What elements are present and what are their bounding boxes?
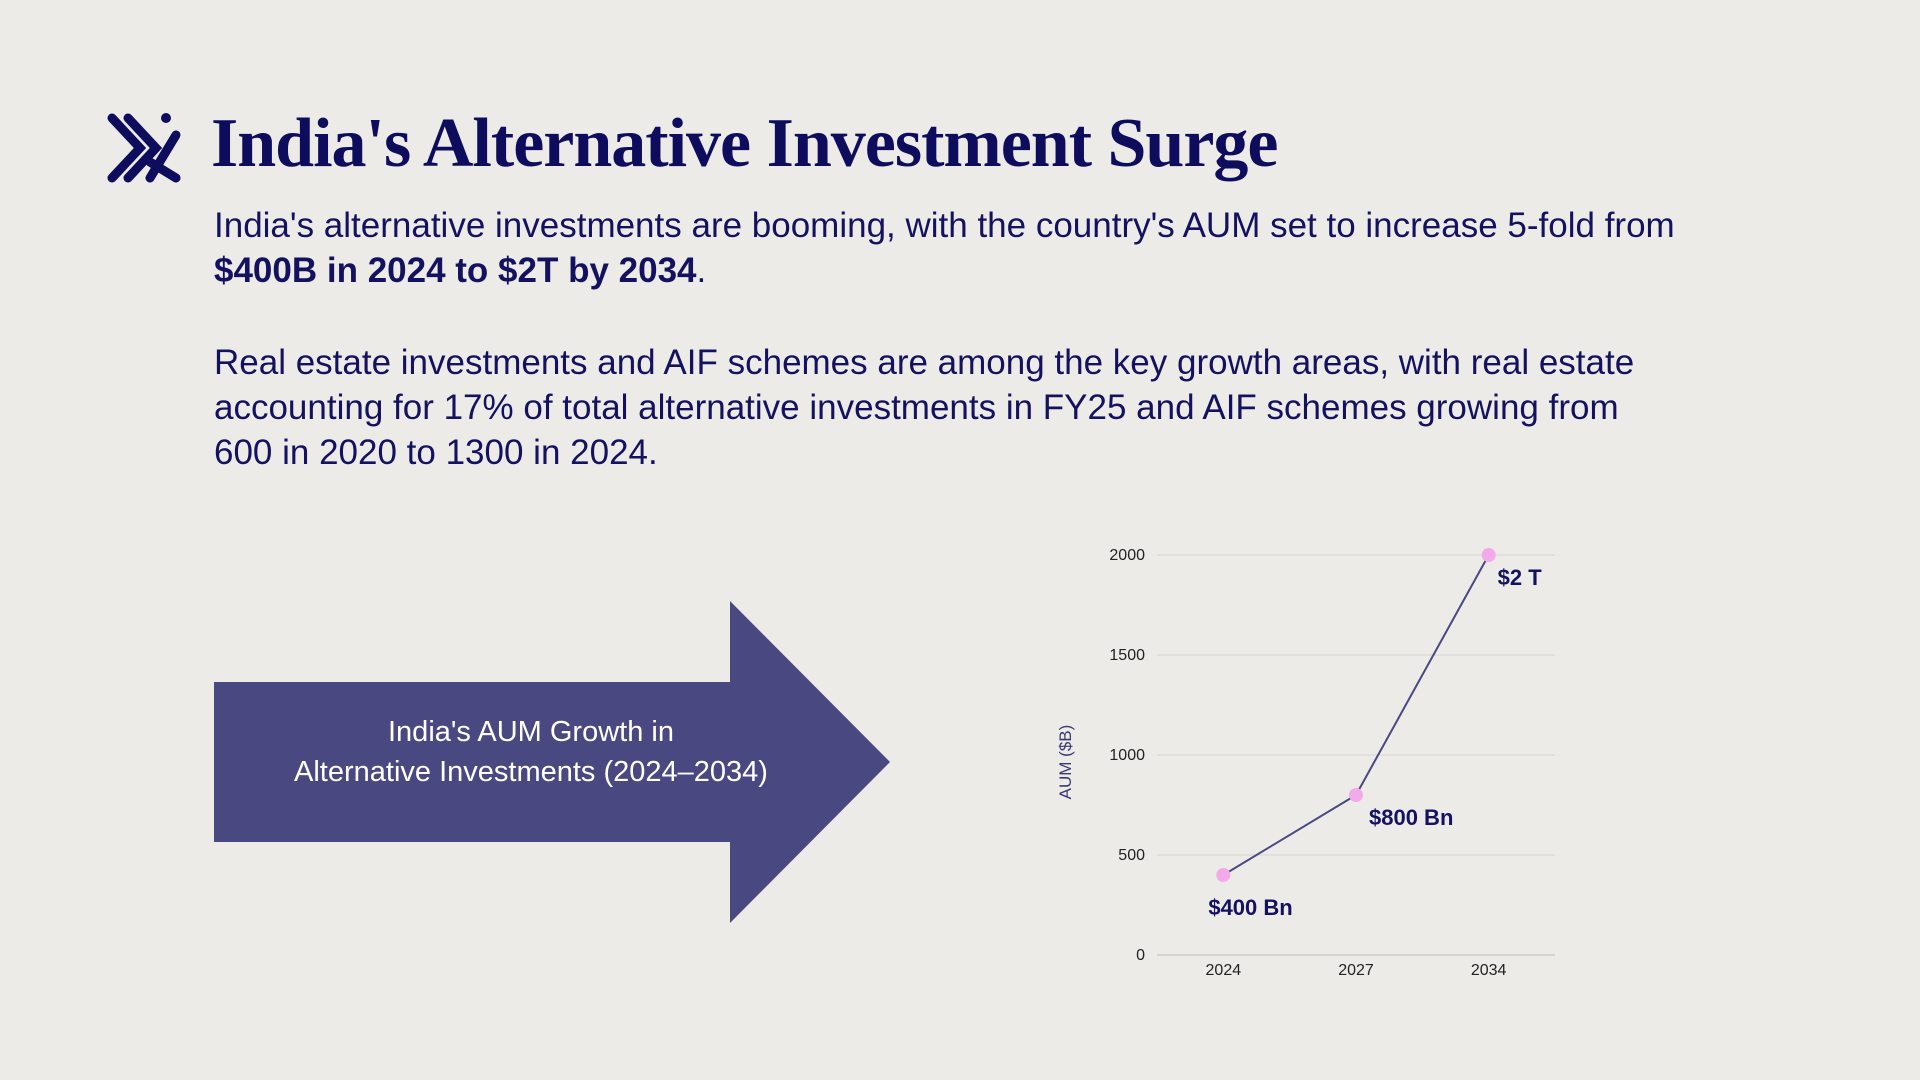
y-axis-label: AUM ($B) <box>1056 725 1075 800</box>
arrow <box>214 601 890 923</box>
arrow-label: India's AUM Growth in Alternative Investm… <box>294 716 768 788</box>
y-tick-label: 2000 <box>1109 547 1145 564</box>
data-label: $800 Bn <box>1369 805 1453 830</box>
y-tick-label: 1000 <box>1109 747 1145 764</box>
x-tick-label: 2034 <box>1471 962 1507 979</box>
intro-end: . <box>696 251 707 290</box>
detail: Real estate investments and AIF schemes … <box>214 343 1635 472</box>
y-tick-label: 500 <box>1118 847 1145 864</box>
title: India's Alternative Investment Surge <box>211 105 1278 182</box>
x-tick-label: 2024 <box>1206 962 1242 979</box>
point <box>1349 788 1363 802</box>
data-label: $400 Bn <box>1208 895 1292 920</box>
y-tick-label: 1500 <box>1109 647 1145 664</box>
data-label: $2 T <box>1498 565 1543 590</box>
x-tick-label: 2027 <box>1338 962 1374 979</box>
point <box>1216 868 1231 882</box>
intro-bold: $400B in 2024 to $2T by 2034 <box>214 251 697 290</box>
y-tick-label: 0 <box>1136 947 1145 964</box>
point <box>1481 548 1496 562</box>
intro: India's alternative investments are boom… <box>214 203 1684 293</box>
intro-text: India's alternative investments are boom… <box>214 206 1675 245</box>
logo <box>107 113 181 183</box>
